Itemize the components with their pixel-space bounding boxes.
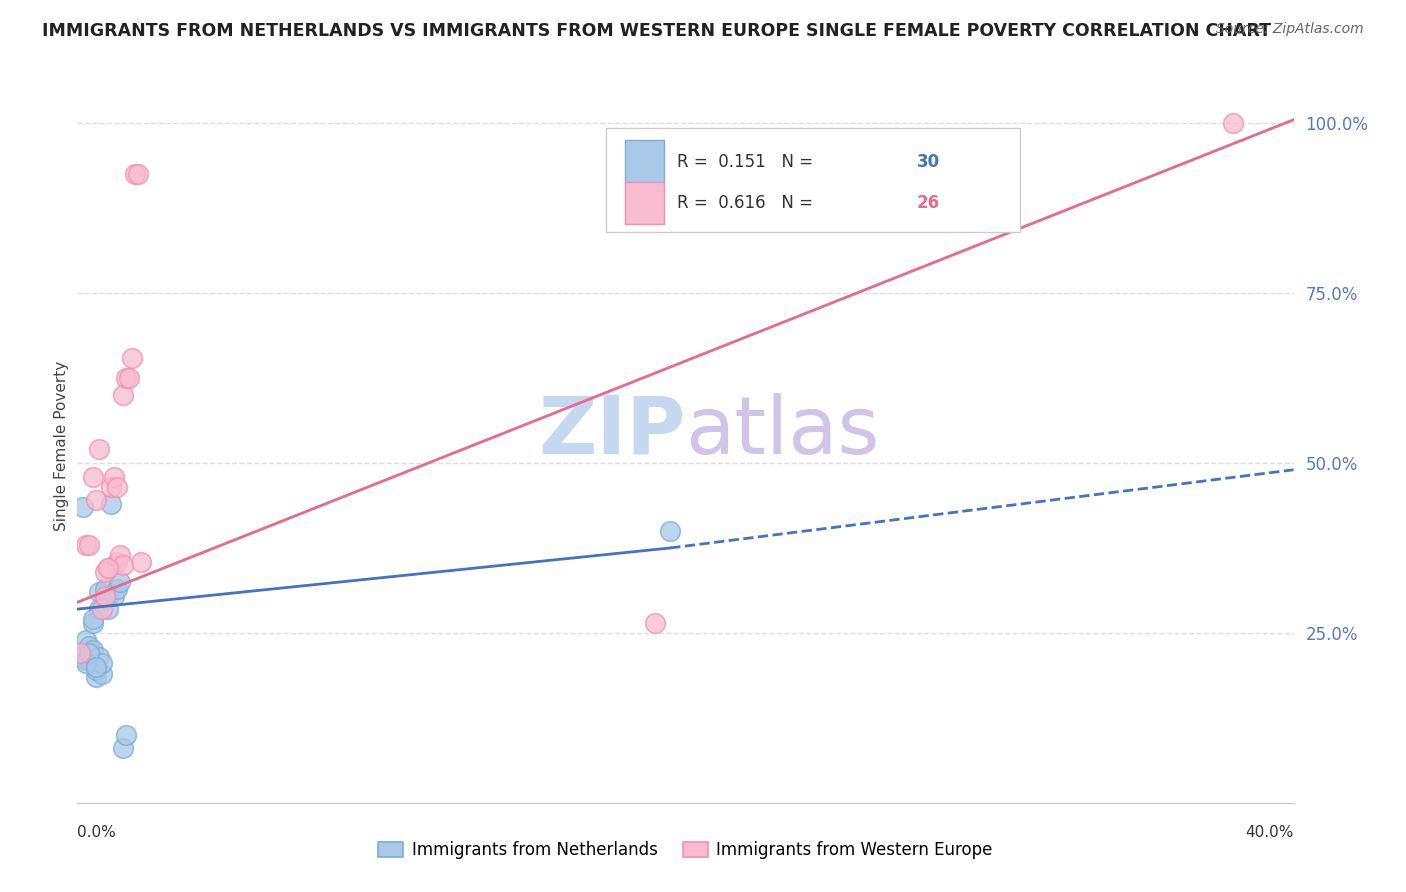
Y-axis label: Single Female Poverty: Single Female Poverty — [53, 361, 69, 531]
Point — [69, 646, 91, 660]
Point — [103, 469, 125, 483]
Point — [127, 167, 149, 181]
Text: atlas: atlas — [686, 392, 880, 471]
Point — [105, 555, 128, 569]
Point — [84, 670, 107, 684]
Point — [75, 657, 97, 671]
Point — [111, 558, 134, 572]
Point — [108, 574, 131, 589]
Point — [79, 653, 101, 667]
Point — [75, 632, 97, 647]
Text: Source: ZipAtlas.com: Source: ZipAtlas.com — [1216, 22, 1364, 37]
Point — [82, 643, 104, 657]
Point — [100, 480, 122, 494]
Point — [97, 561, 120, 575]
Point — [124, 167, 146, 181]
Point — [103, 589, 125, 603]
Point — [97, 561, 120, 575]
Point — [93, 591, 115, 606]
Point — [82, 612, 104, 626]
FancyBboxPatch shape — [624, 140, 664, 183]
Point — [93, 582, 115, 596]
Point — [75, 653, 97, 667]
Point — [82, 469, 104, 483]
Point — [79, 640, 101, 654]
Point — [72, 500, 94, 515]
Text: 26: 26 — [917, 194, 939, 212]
Point — [115, 371, 138, 385]
Point — [111, 741, 134, 756]
Text: 0.0%: 0.0% — [77, 825, 117, 840]
Point — [84, 660, 107, 674]
Point — [90, 666, 112, 681]
Legend: Immigrants from Netherlands, Immigrants from Western Europe: Immigrants from Netherlands, Immigrants … — [371, 835, 1000, 866]
Point — [97, 602, 120, 616]
Point — [79, 646, 101, 660]
FancyBboxPatch shape — [606, 128, 1019, 232]
Point — [93, 589, 115, 603]
Point — [90, 657, 112, 671]
Point — [93, 565, 115, 579]
Point — [115, 728, 138, 742]
Point — [1222, 116, 1244, 130]
Point — [79, 537, 101, 551]
Point — [105, 480, 128, 494]
Point — [87, 602, 110, 616]
Point — [87, 442, 110, 457]
Point — [129, 555, 152, 569]
Point — [87, 585, 110, 599]
Text: ZIP: ZIP — [538, 392, 686, 471]
FancyBboxPatch shape — [624, 182, 664, 225]
Point — [659, 524, 682, 538]
Point — [75, 537, 97, 551]
Point — [82, 615, 104, 630]
Text: IMMIGRANTS FROM NETHERLANDS VS IMMIGRANTS FROM WESTERN EUROPE SINGLE FEMALE POVE: IMMIGRANTS FROM NETHERLANDS VS IMMIGRANT… — [42, 22, 1271, 40]
Point — [97, 589, 120, 603]
Point — [108, 548, 131, 562]
Point — [84, 493, 107, 508]
Text: 30: 30 — [917, 153, 939, 170]
Point — [118, 371, 141, 385]
Point — [121, 351, 143, 365]
Point — [69, 649, 91, 664]
Text: R =  0.616   N =: R = 0.616 N = — [676, 194, 818, 212]
Point — [644, 615, 666, 630]
Text: 40.0%: 40.0% — [1246, 825, 1294, 840]
Point — [90, 602, 112, 616]
Point — [100, 497, 122, 511]
Point — [87, 649, 110, 664]
Point — [105, 582, 128, 596]
Text: R =  0.151   N =: R = 0.151 N = — [676, 153, 818, 170]
Point — [111, 388, 134, 402]
Point — [84, 663, 107, 677]
